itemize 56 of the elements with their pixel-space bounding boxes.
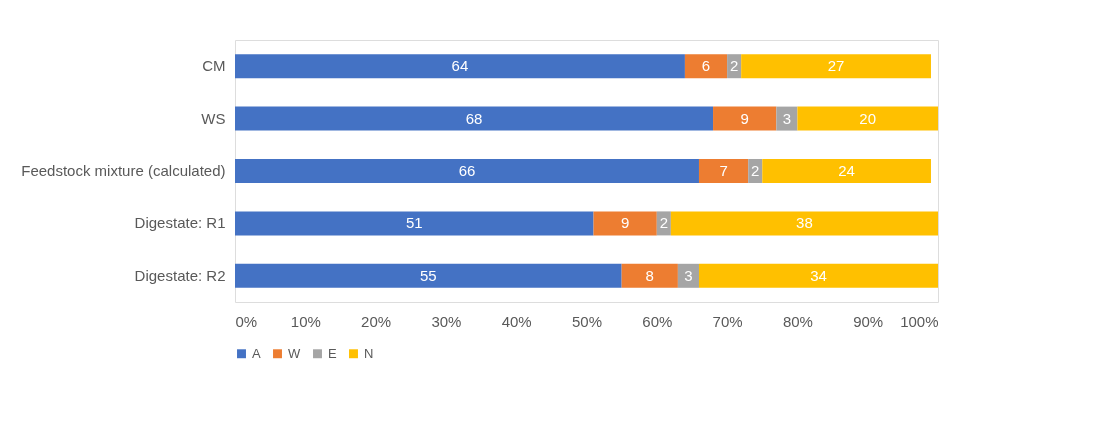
legend-label: W — [288, 345, 301, 361]
bar — [235, 263, 622, 288]
x-tick-label: 40% — [501, 312, 532, 330]
x-tick-label: 70% — [712, 312, 743, 330]
data-label: 8 — [645, 266, 654, 284]
bar — [621, 263, 678, 288]
bar — [593, 211, 657, 236]
data-label: 64 — [451, 57, 469, 75]
legend-label: E — [328, 345, 337, 361]
data-label: 66 — [458, 162, 476, 179]
bar — [684, 54, 728, 79]
data-label: 38 — [796, 214, 813, 232]
bar — [235, 106, 714, 131]
data-label: 9 — [620, 214, 630, 232]
data-label: 27 — [827, 57, 845, 75]
x-tick-label: 100% — [900, 312, 939, 330]
data-label: 2 — [751, 162, 760, 179]
x-tick-label: 10% — [290, 312, 321, 330]
data-label: 24 — [838, 162, 855, 179]
x-tick-label: 60% — [642, 312, 673, 330]
data-label: 34 — [810, 266, 827, 284]
legend-label: A — [252, 345, 261, 361]
y-tick-label: Digestate: R1 — [134, 214, 226, 232]
bar — [713, 106, 777, 131]
x-tick-label: 50% — [571, 312, 603, 330]
data-label: 3 — [782, 109, 792, 127]
data-label: 9 — [740, 109, 749, 127]
bar — [698, 159, 749, 183]
bar — [698, 263, 938, 288]
data-label: 2 — [659, 214, 668, 232]
data-label: 55 — [419, 266, 437, 284]
x-tick-label: 0% — [235, 312, 258, 330]
bar — [670, 211, 938, 236]
bar — [741, 54, 931, 79]
bar — [797, 106, 938, 131]
x-tick-label: 20% — [361, 312, 392, 330]
y-tick-label: WS — [201, 109, 226, 127]
bar — [677, 263, 699, 288]
data-label: 6 — [701, 57, 711, 75]
bar — [235, 211, 594, 236]
data-label: 51 — [405, 214, 423, 232]
data-label: 68 — [465, 109, 483, 127]
x-tick-label: 80% — [782, 312, 813, 330]
y-tick-label: Feedstock mixture (calculated) — [21, 162, 226, 179]
y-tick-label: Digestate: R2 — [134, 266, 226, 284]
legend-label: N — [364, 345, 374, 361]
x-tick-label: 90% — [853, 312, 884, 330]
bar — [762, 159, 931, 183]
x-tick-label: 30% — [431, 312, 462, 330]
bar — [235, 54, 685, 79]
data-label: 7 — [719, 162, 728, 179]
data-label: 2 — [729, 57, 739, 75]
y-tick-label: CM — [202, 57, 226, 75]
data-label: 20 — [859, 109, 877, 127]
data-label: 3 — [684, 266, 693, 284]
bar — [235, 159, 699, 183]
